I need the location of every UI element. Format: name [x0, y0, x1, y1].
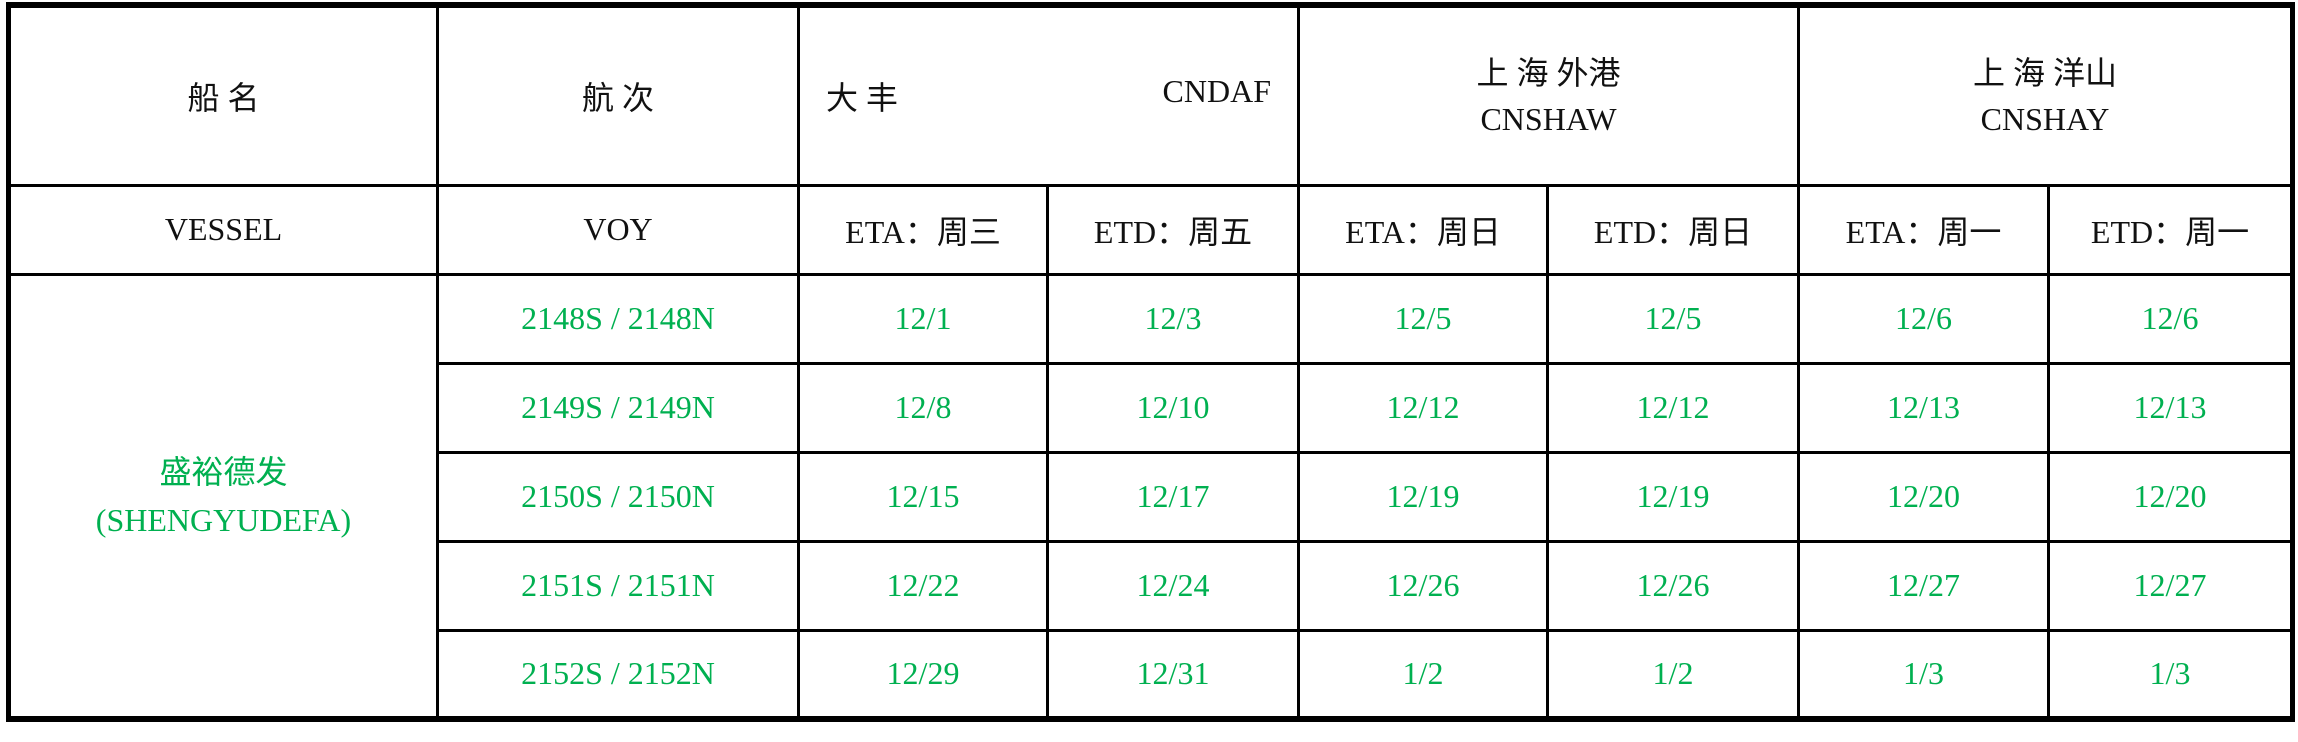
port-code: CNDAF — [1162, 72, 1271, 109]
date-cell: 12/22 — [797, 539, 1049, 632]
voyage-cell: 2149S / 2149N — [436, 361, 800, 454]
header-eta-etd: ETD：周一 — [2047, 183, 2295, 276]
header-voy-cn: 航 次 — [436, 2, 800, 187]
date-cell: 12/26 — [1297, 539, 1549, 632]
date-cell: 12/19 — [1297, 450, 1549, 543]
date-cell: 1/2 — [1546, 628, 1800, 722]
date-cell: 12/5 — [1546, 272, 1800, 365]
header-vessel-cn: 船 名 — [6, 2, 439, 187]
date-cell: 12/5 — [1297, 272, 1549, 365]
date-cell: 12/1 — [797, 272, 1049, 365]
header-port-dafeng: 大 丰 CNDAF — [797, 2, 1300, 187]
date-cell: 12/20 — [2047, 450, 2295, 543]
header-eta-etd: ETD：周日 — [1546, 183, 1800, 276]
date-cell: 12/13 — [2047, 361, 2295, 454]
date-cell: 12/3 — [1046, 272, 1300, 365]
header-port-shanghai-waigang: 上 海 外港 CNSHAW — [1297, 2, 1800, 187]
header-eta-etd: ETA：周三 — [797, 183, 1049, 276]
table-row: 2150S / 2150N 12/15 12/17 12/19 12/19 12/20 12… — [9, 450, 2295, 543]
date-cell: 12/12 — [1297, 361, 1549, 454]
date-cell: 12/15 — [797, 450, 1049, 543]
header-eta-etd: ETA：周日 — [1297, 183, 1549, 276]
port-name: 上 海 外港 — [1476, 54, 1621, 91]
date-cell: 12/6 — [1797, 272, 2050, 365]
date-cell: 1/3 — [2047, 628, 2295, 722]
date-cell: 12/6 — [2047, 272, 2295, 365]
header-vessel-en: VESSEL — [6, 183, 439, 276]
date-cell: 12/8 — [797, 361, 1049, 454]
date-cell: 12/29 — [797, 628, 1049, 722]
table-row: 2149S / 2149N 12/8 12/10 12/12 12/12 12/13 12/… — [9, 361, 2295, 454]
date-cell: 12/12 — [1546, 361, 1800, 454]
date-cell: 12/13 — [1797, 361, 2050, 454]
voyage-cell: 2152S / 2152N — [436, 628, 800, 722]
voyage-cell: 2148S / 2148N — [436, 272, 800, 365]
date-cell: 1/3 — [1797, 628, 2050, 722]
port-code: CNSHAW — [1480, 100, 1617, 137]
date-cell: 12/31 — [1046, 628, 1300, 722]
port-name: 上 海 洋山 — [1972, 54, 2117, 91]
date-cell: 12/27 — [1797, 539, 2050, 632]
date-cell: 1/2 — [1297, 628, 1549, 722]
date-cell: 12/27 — [2047, 539, 2295, 632]
table-row: 2152S / 2152N 12/29 12/31 1/2 1/2 1/3 1/3 — [9, 628, 2295, 722]
schedule-table: 船 名 航 次 大 丰 CNDAF 上 海 外港 CNSHAW 上 海 洋山 CN… — [6, 2, 2295, 722]
table-row: 盛裕德发 (SHENGYUDEFA) 2148S / 2148N 12/1 12/3 12… — [6, 272, 2295, 722]
date-cell: 12/19 — [1546, 450, 1800, 543]
voyage-cell: 2151S / 2151N — [436, 539, 800, 632]
date-cell: 12/20 — [1797, 450, 2050, 543]
date-cell: 12/24 — [1046, 539, 1300, 632]
vessel-name-cell: 盛裕德发 (SHENGYUDEFA) — [6, 272, 439, 722]
date-cell: 12/10 — [1046, 361, 1300, 454]
table-row: 2151S / 2151N 12/22 12/24 12/26 12/26 12/27 12… — [9, 539, 2295, 632]
date-cell: 12/26 — [1546, 539, 1800, 632]
header-eta-etd: ETD：周五 — [1046, 183, 1300, 276]
voyage-cell: 2150S / 2150N — [436, 450, 800, 543]
port-code: CNSHAY — [1980, 100, 2110, 137]
date-cell: 12/17 — [1046, 450, 1300, 543]
vessel-name-cn: 盛裕德发 — [159, 453, 288, 490]
vessel-name-en: (SHENGYUDEFA) — [95, 501, 352, 538]
header-eta-etd: ETA：周一 — [1797, 183, 2050, 276]
header-port-shanghai-yangshan: 上 海 洋山 CNSHAY — [1797, 2, 2295, 187]
header-voy-en: VOY — [436, 183, 800, 276]
port-name: 大 丰 — [826, 79, 899, 116]
